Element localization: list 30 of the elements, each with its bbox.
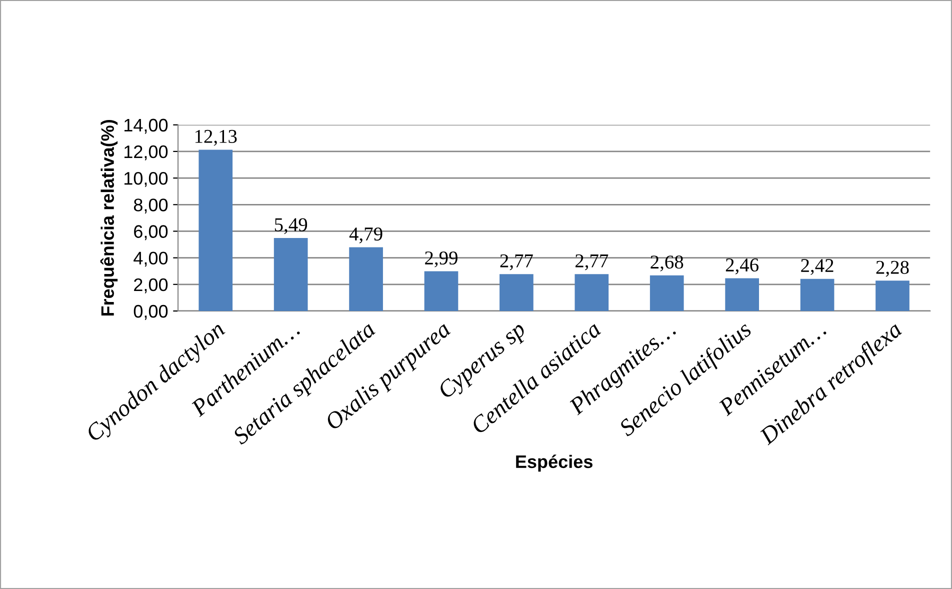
y-tick-label: 6,00 xyxy=(134,225,168,240)
data-label: 2,99 xyxy=(425,251,458,268)
data-label: 2,68 xyxy=(650,256,684,272)
bar xyxy=(198,150,233,311)
bar xyxy=(574,274,609,311)
data-label: 5,49 xyxy=(274,218,308,234)
y-tick-label: 10,00 xyxy=(124,172,168,187)
bar xyxy=(424,271,458,311)
bar xyxy=(349,247,383,311)
y-tick-label: 4,00 xyxy=(134,252,168,267)
y-tick-label: 2,00 xyxy=(134,278,168,294)
y-tick-label: 0,00 xyxy=(134,304,168,320)
data-label: 2,28 xyxy=(876,260,909,277)
data-label: 4,79 xyxy=(349,228,382,244)
bar xyxy=(876,280,910,311)
bar xyxy=(650,275,684,311)
data-label: 2,46 xyxy=(726,258,759,274)
bar xyxy=(274,238,308,311)
y-tick-label: 14,00 xyxy=(124,118,168,134)
data-label: 2,77 xyxy=(500,254,533,270)
y-tick-label: 8,00 xyxy=(134,198,168,214)
data-label: 12,13 xyxy=(195,130,237,146)
y-axis-title: Frequênicia relativa(%) xyxy=(100,120,118,316)
x-axis-title: Espécies xyxy=(516,454,592,472)
data-label: 2,42 xyxy=(801,259,834,275)
bar xyxy=(725,278,760,311)
y-tick-label: 12,00 xyxy=(124,145,168,160)
data-label: 2,77 xyxy=(576,254,608,270)
bar xyxy=(500,274,534,311)
bar xyxy=(800,278,834,311)
